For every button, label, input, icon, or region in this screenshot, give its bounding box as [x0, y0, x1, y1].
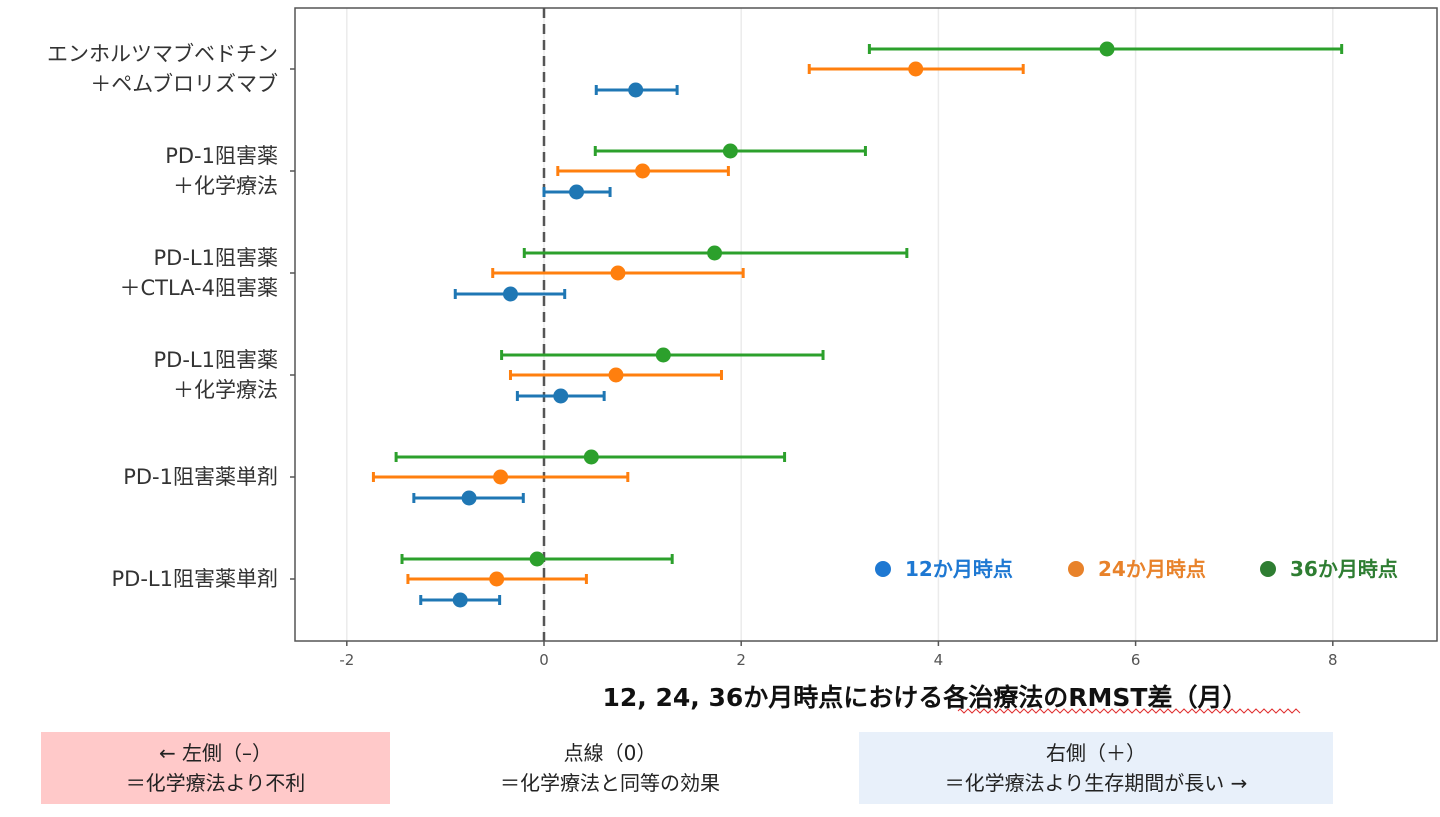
- x-tick-label: 4: [934, 651, 944, 669]
- y-tick-label: PD-L1阻害薬 ＋化学療法: [154, 348, 278, 402]
- y-tick-label-line: ＋化学療法: [173, 378, 278, 402]
- legend: 12か月時点 24か月時点 36か月時点: [875, 557, 1398, 581]
- y-tick-label: PD-L1阻害薬 ＋CTLA-4阻害薬: [119, 246, 278, 300]
- x-tick-label: 2: [736, 651, 746, 669]
- point-estimate: [628, 82, 644, 98]
- note-middle-line2: ＝化学療法と同等の効果: [500, 771, 720, 795]
- y-tick-label: PD-1阻害薬単剤: [123, 465, 278, 489]
- y-tick-label: PD-1阻害薬 ＋化学療法: [165, 144, 278, 198]
- y-tick-label: エンホルツマブベドチン ＋ペムブロリズマブ: [47, 42, 278, 96]
- legend-item: 12か月時点: [875, 557, 1013, 581]
- x-axis-title: 12, 24, 36か月時点における各治療法のRMST差（月）: [603, 683, 1248, 712]
- point-estimate: [908, 61, 924, 77]
- y-tick-label: PD-L1阻害薬単剤: [112, 567, 278, 591]
- legend-item: 24か月時点: [1068, 557, 1206, 581]
- x-tick-label: 0: [539, 651, 549, 669]
- point-estimate: [452, 592, 468, 608]
- legend-item: 36か月時点: [1260, 557, 1398, 581]
- x-axis: -2 0 2 4 6 8: [339, 641, 1338, 669]
- note-middle-equivalent: 点線（0） ＝化学療法と同等の効果: [400, 732, 820, 804]
- point-estimate: [493, 469, 509, 485]
- series-24m: [371, 61, 1025, 587]
- point-estimate: [635, 163, 651, 179]
- y-tick-label-line: PD-L1阻害薬: [154, 348, 278, 372]
- x-tick-label: 8: [1328, 651, 1338, 669]
- series-12m: [412, 82, 679, 608]
- point-estimate: [583, 449, 599, 465]
- data-marks: [371, 41, 1344, 608]
- y-axis: エンホルツマブベドチン＋ペムブロリズマブPD-1阻害薬＋化学療法PD-L1阻害薬…: [47, 42, 295, 591]
- y-tick-label-line: エンホルツマブベドチン: [47, 42, 278, 66]
- point-estimate: [461, 490, 477, 506]
- point-estimate: [529, 551, 545, 567]
- point-estimate: [1099, 41, 1115, 57]
- spellcheck-underline: [957, 708, 1301, 714]
- plot-frame: [294, 7, 1438, 642]
- y-tick-label-line: PD-L1阻害薬: [154, 246, 278, 270]
- point-estimate: [502, 286, 518, 302]
- legend-label: 36か月時点: [1290, 557, 1398, 581]
- x-tick-label: -2: [339, 651, 354, 669]
- point-estimate: [707, 245, 723, 261]
- legend-label: 12か月時点: [905, 557, 1013, 581]
- y-tick-label-line: PD-1阻害薬単剤: [123, 465, 278, 489]
- y-tick-label-line: ＋化学療法: [173, 174, 278, 198]
- legend-marker: [875, 561, 891, 577]
- grid-lines: [346, 8, 1334, 641]
- point-estimate: [608, 367, 624, 383]
- note-right-line2: ＝化学療法より生存期間が長い →: [944, 771, 1248, 795]
- note-right-favorable: 右側（＋） ＝化学療法より生存期間が長い →: [859, 732, 1333, 804]
- point-estimate: [569, 184, 585, 200]
- legend-label: 24か月時点: [1098, 557, 1206, 581]
- y-tick-label-line: PD-L1阻害薬単剤: [112, 567, 278, 591]
- legend-marker: [1068, 561, 1084, 577]
- note-left-unfavorable: ← 左側（–） ＝化学療法より不利: [41, 732, 390, 804]
- note-left-line1: ← 左側（–）: [158, 741, 273, 765]
- note-middle-line1: 点線（0）: [563, 741, 657, 765]
- point-estimate: [553, 388, 569, 404]
- series-36m: [394, 41, 1344, 567]
- note-left-line2: ＝化学療法より不利: [125, 771, 306, 795]
- point-estimate: [610, 265, 626, 281]
- y-tick-label-line: ＋ペムブロリズマブ: [90, 72, 278, 96]
- note-right-line1: 右側（＋）: [1046, 741, 1146, 765]
- point-estimate: [722, 143, 738, 159]
- point-estimate: [655, 347, 671, 363]
- x-tick-label: 6: [1131, 651, 1141, 669]
- y-tick-label-line: ＋CTLA-4阻害薬: [119, 276, 278, 300]
- legend-marker: [1260, 561, 1276, 577]
- point-estimate: [489, 571, 505, 587]
- y-tick-label-line: PD-1阻害薬: [165, 144, 278, 168]
